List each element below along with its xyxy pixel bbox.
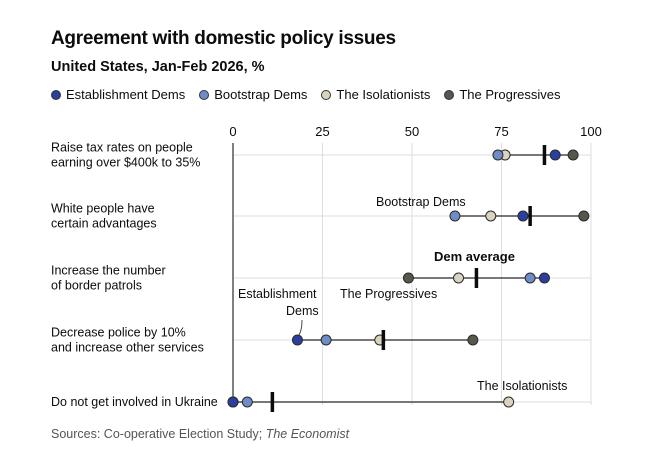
dem-average-marker [474,268,479,288]
dem-average-marker [270,392,275,412]
row-label: White people have [51,202,155,216]
data-point [402,272,414,284]
annotation-label: Bootstrap Dems [376,195,466,209]
annotation-leader-line [298,319,303,336]
data-point [467,334,479,346]
data-point [517,210,529,222]
legend-item: Bootstrap Dems [199,87,307,102]
data-point [503,396,515,408]
source-note: Sources: Co-operative Election Study; Th… [51,427,349,441]
legend-label: The Progressives [459,87,561,102]
data-point [485,210,497,222]
legend-item: Establishment Dems [51,87,185,102]
row-label: certain advantages [51,217,157,231]
data-point [320,334,332,346]
annotation-label: Dem average [434,249,515,264]
data-point [492,149,504,161]
annotation-label: The Progressives [340,287,437,301]
data-point [524,272,536,284]
x-tick-label: 0 [229,124,236,139]
legend-marker-icon [199,89,210,100]
annotation-label: The Isolationists [477,379,567,393]
source-text: Sources: Co-operative Election Study; [51,427,266,441]
dem-average-marker [528,206,532,226]
row-label: earning over $400k to 35% [51,156,200,170]
data-point [578,210,590,222]
data-point [449,210,461,222]
annotation-label: Establishment [238,287,317,301]
chart-subtitle: United States, Jan-Feb 2026, % [51,59,265,75]
legend-label: Bootstrap Dems [214,87,308,102]
row-label: Raise tax rates on people [51,141,193,155]
data-point [291,334,303,346]
legend-marker-icon [444,89,455,100]
row-label: and increase other services [51,341,204,355]
legend-marker-icon [51,89,61,100]
row-label: Decrease police by 10% [51,326,186,340]
x-tick-label: 75 [494,124,508,139]
legend-item: The Isolationists [321,87,430,102]
row-label: Do not get involved in Ukraine [51,395,218,409]
data-point [241,396,253,408]
row-label: Increase the number [51,264,166,278]
dem-average-marker [542,145,547,165]
legend-label: The Isolationists [336,87,431,102]
source-publication: The Economist [265,427,350,441]
chart-title: Agreement with domestic policy issues [51,28,396,49]
x-tick-label: 100 [580,124,602,139]
legend: Establishment Dems Bootstrap Dems The Is… [51,87,575,102]
legend-item: The Progressives [444,87,561,102]
dem-average-marker [381,330,386,350]
row-label: of border patrols [51,279,142,293]
legend-marker-icon [321,89,332,100]
legend-label: Establishment Dems [66,87,186,102]
data-point [549,149,561,161]
x-tick-label: 25 [315,124,329,139]
x-tick-label: 50 [405,124,419,139]
data-point [453,272,465,284]
data-point [227,396,239,408]
data-point [538,272,550,284]
data-point [567,149,579,161]
annotation-label: Dems [286,304,319,318]
